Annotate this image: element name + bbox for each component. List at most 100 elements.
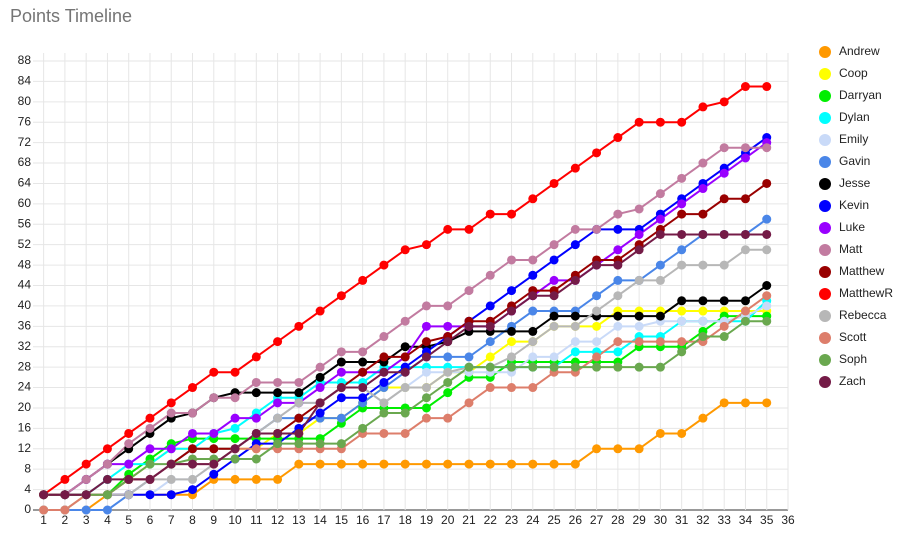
data-point (251, 388, 261, 398)
data-point (528, 337, 538, 347)
data-point (294, 459, 304, 469)
data-point (358, 347, 368, 357)
data-point (39, 490, 49, 500)
data-point (124, 459, 134, 469)
data-point (102, 444, 112, 454)
data-point (60, 490, 70, 500)
x-tick-label: 25 (547, 513, 561, 527)
data-point (570, 311, 580, 321)
legend-label: Luke (839, 220, 865, 234)
data-point (464, 321, 474, 331)
y-tick-label: 76 (18, 114, 32, 128)
data-point (273, 474, 283, 484)
data-point (719, 194, 729, 204)
data-point (166, 474, 176, 484)
data-point (570, 275, 580, 285)
data-point (655, 337, 665, 347)
data-point (400, 342, 410, 352)
data-point (698, 260, 708, 270)
legend-label: Darryan (839, 88, 882, 102)
data-point (124, 474, 134, 484)
x-tick-label: 27 (590, 513, 604, 527)
data-point (592, 362, 602, 372)
x-tick-label: 2 (62, 513, 69, 527)
data-point (592, 291, 602, 301)
data-point (549, 321, 559, 331)
x-tick-label: 16 (356, 513, 370, 527)
data-point (102, 505, 112, 515)
data-point (145, 413, 155, 423)
data-point (124, 439, 134, 449)
data-point (655, 214, 665, 224)
data-point (443, 352, 453, 362)
data-point (485, 270, 495, 280)
data-point (549, 311, 559, 321)
legend-label: Jesse (839, 176, 871, 190)
data-point (124, 428, 134, 438)
data-point (677, 209, 687, 219)
x-tick-label: 26 (569, 513, 583, 527)
y-tick-label: 8 (24, 461, 31, 475)
data-point (549, 352, 559, 362)
x-tick-label: 1 (40, 513, 47, 527)
data-point (60, 505, 70, 515)
data-point (507, 286, 517, 296)
x-tick-label: 17 (377, 513, 391, 527)
data-point (485, 459, 495, 469)
legend-marker (819, 178, 831, 190)
data-point (740, 82, 750, 92)
data-point (230, 444, 240, 454)
y-tick-label: 56 (18, 216, 32, 230)
data-point (528, 270, 538, 280)
data-point (549, 240, 559, 250)
data-point (421, 403, 431, 413)
data-point (166, 398, 176, 408)
data-point (336, 393, 346, 403)
data-point (634, 229, 644, 239)
legend-label: Gavin (839, 154, 870, 168)
data-point (677, 173, 687, 183)
data-point (400, 459, 410, 469)
data-point (273, 377, 283, 387)
data-point (570, 362, 580, 372)
data-point (315, 306, 325, 316)
data-point (634, 245, 644, 255)
data-point (677, 229, 687, 239)
data-point (294, 321, 304, 331)
legend-marker (819, 310, 831, 322)
data-point (443, 413, 453, 423)
data-point (677, 296, 687, 306)
x-tick-label: 23 (505, 513, 519, 527)
data-point (443, 301, 453, 311)
data-point (102, 459, 112, 469)
data-point (209, 459, 219, 469)
data-point (273, 413, 283, 423)
data-point (400, 316, 410, 326)
data-point (634, 275, 644, 285)
data-point (464, 286, 474, 296)
data-point (421, 240, 431, 250)
legend-marker (819, 156, 831, 168)
data-point (528, 306, 538, 316)
chart-title: Points Timeline (10, 6, 132, 26)
data-point (294, 413, 304, 423)
data-point (443, 321, 453, 331)
data-point (145, 474, 155, 484)
data-point (740, 398, 750, 408)
data-point (592, 337, 602, 347)
y-tick-label: 84 (18, 74, 32, 88)
data-point (570, 459, 580, 469)
y-tick-label: 4 (24, 482, 31, 496)
x-tick-label: 11 (250, 513, 263, 527)
data-point (230, 393, 240, 403)
x-tick-label: 4 (104, 513, 111, 527)
y-tick-label: 80 (18, 94, 32, 108)
data-point (762, 214, 772, 224)
data-point (336, 367, 346, 377)
data-point (613, 311, 623, 321)
data-point (592, 352, 602, 362)
data-point (209, 444, 219, 454)
data-point (677, 306, 687, 316)
data-point (762, 82, 772, 92)
data-point (507, 326, 517, 336)
